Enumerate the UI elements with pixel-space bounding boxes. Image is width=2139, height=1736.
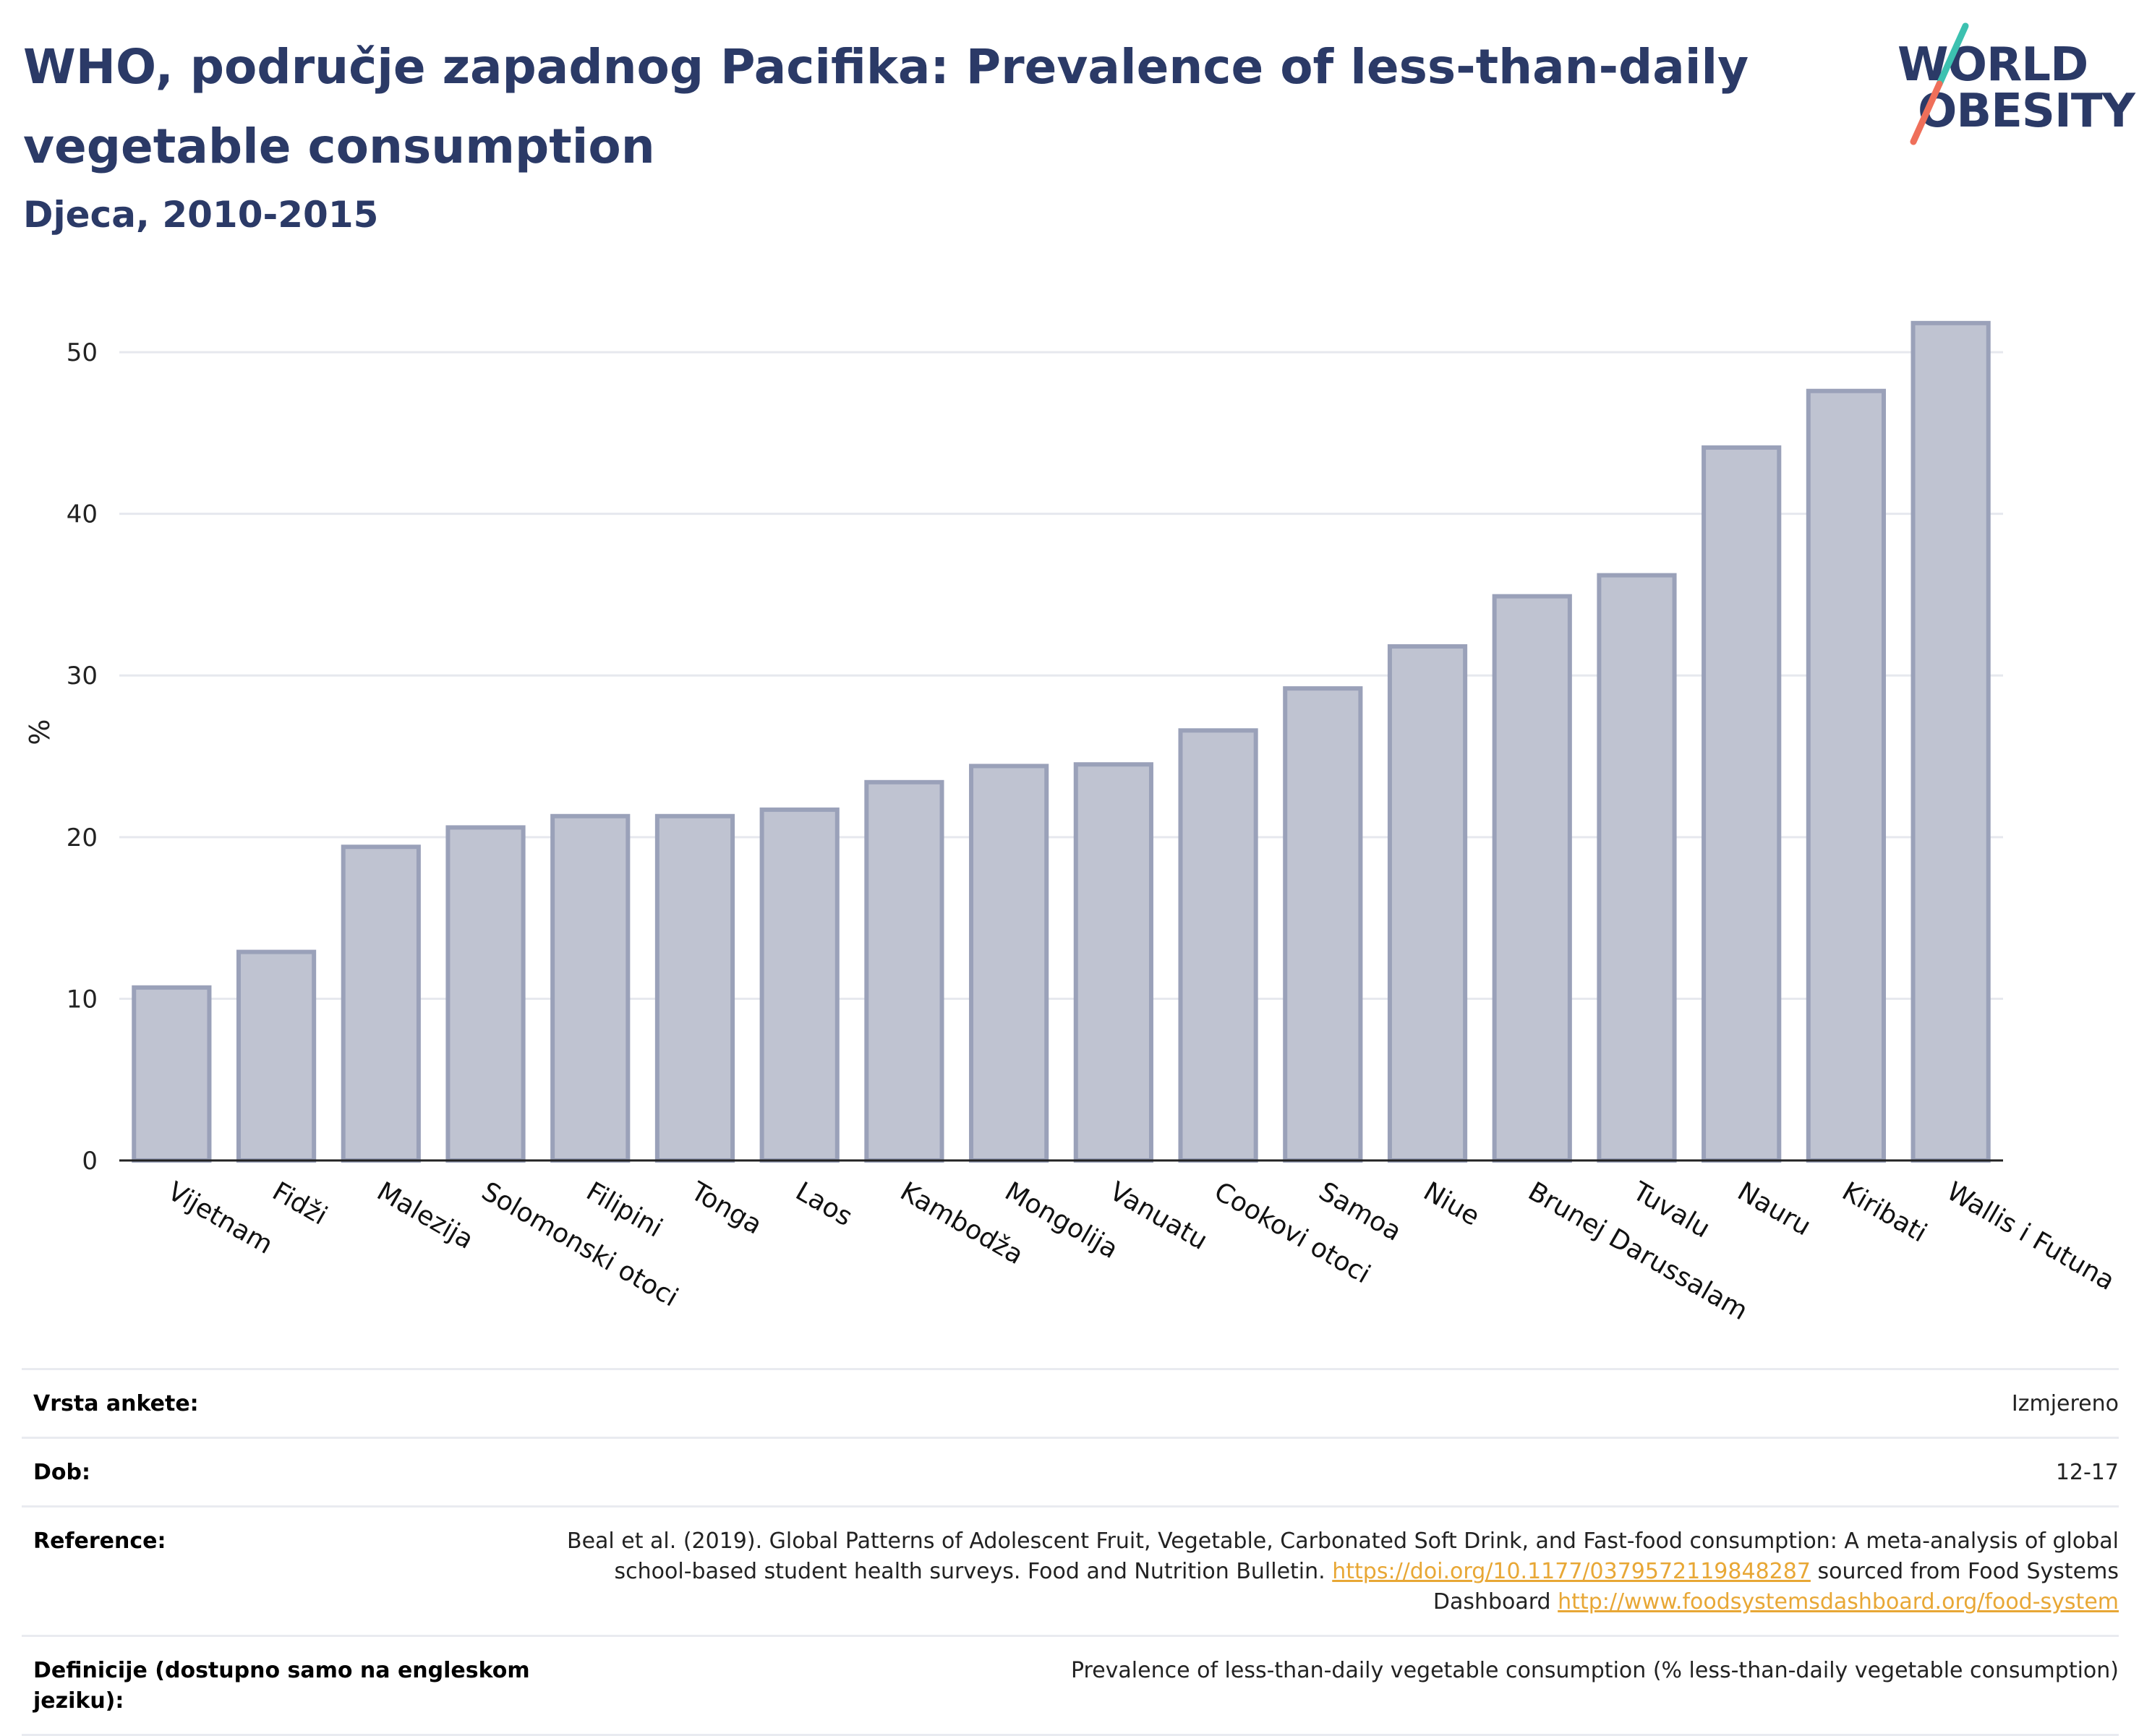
y-tick-label: 0 — [82, 1147, 98, 1176]
bar-malezija[interactable] — [341, 845, 421, 1163]
logo-slash-icon — [1910, 22, 1969, 145]
meta-row-survey-type: Vrsta ankete: Izmjereno — [22, 1368, 2119, 1437]
meta-value: Beal et al. (2019). Global Patterns of A… — [554, 1526, 2119, 1617]
x-tick-label: Niue — [1419, 1176, 1485, 1231]
x-tick-label: Malezija — [372, 1176, 478, 1255]
meta-row-reference: Reference: Beal et al. (2019). Global Pa… — [22, 1505, 2119, 1635]
meta-key: Vrsta ankete: — [33, 1391, 199, 1416]
bar-kambodža[interactable] — [864, 779, 944, 1163]
bar-brunej-darussalam[interactable] — [1492, 594, 1572, 1163]
bar-kiribati[interactable] — [1806, 388, 1887, 1163]
x-tick-label: Laos — [790, 1176, 857, 1232]
reference-text: Beal et al. (2019). Global Patterns of A… — [566, 1528, 2119, 1584]
meta-row-definition: Definicije (dostupno samo na engleskom j… — [22, 1635, 2119, 1736]
bar-cookovi-otoci[interactable] — [1178, 728, 1258, 1163]
y-tick-label: 40 — [67, 500, 98, 529]
bar-tuvalu[interactable] — [1597, 573, 1677, 1163]
bar-filipini[interactable] — [550, 813, 631, 1163]
y-tick-label: 10 — [67, 985, 98, 1014]
bar-wallis-i-futuna[interactable] — [1910, 320, 1991, 1163]
x-tick-label: Vijetnam — [163, 1176, 278, 1260]
doi-link[interactable]: https://doi.org/10.1177/0379572119848287 — [1332, 1559, 1811, 1584]
x-tick-label: Tuvalu — [1627, 1176, 1715, 1244]
x-tick-label: Wallis i Futuna — [1942, 1176, 2119, 1296]
y-tick-label: 20 — [67, 824, 98, 852]
bar-nauru[interactable] — [1702, 445, 1782, 1163]
bar-tonga[interactable] — [654, 813, 735, 1163]
x-tick-label: Kiribati — [1837, 1176, 1931, 1248]
bars — [132, 320, 1991, 1163]
bar-laos[interactable] — [759, 807, 840, 1163]
food-systems-link[interactable]: http://www.foodsystemsdashboard.org/food… — [1558, 1589, 2119, 1615]
logo-line-2: OBESITY — [1918, 85, 2135, 138]
chart-subtitle: Djeca, 2010-2015 — [23, 194, 379, 236]
bar-niue[interactable] — [1387, 644, 1468, 1163]
y-tick-label: 30 — [67, 662, 98, 690]
x-tick-label: Tonga — [686, 1176, 767, 1241]
bar-mongolija[interactable] — [969, 764, 1049, 1163]
x-tick-label: Filipini — [581, 1176, 667, 1243]
y-tick-label: 50 — [67, 338, 98, 367]
chart-title: WHO, područje zapadnog Pacifika: Prevale… — [23, 39, 1749, 174]
bar-solomonski-otoci[interactable] — [445, 825, 526, 1163]
x-tick-label: Solomonski otoci — [477, 1176, 683, 1312]
bar-vijetnam[interactable] — [132, 985, 212, 1163]
meta-value: Prevalence of less-than-daily vegetable … — [1070, 1658, 2119, 1683]
x-tick-label: Vanuatu — [1104, 1176, 1212, 1256]
reference-source-text: sourced from Food Systems Dashboard — [1433, 1559, 2119, 1615]
bar-vanuatu[interactable] — [1073, 762, 1153, 1163]
world-obesity-logo[interactable]: WORLD OBESITY — [1880, 22, 2135, 152]
bar-fidži[interactable] — [236, 949, 317, 1163]
meta-row-age: Dob: 12-17 — [22, 1437, 2119, 1505]
meta-key: Dob: — [33, 1460, 90, 1485]
x-tick-label: Fidži — [268, 1176, 333, 1231]
bar-samoa[interactable] — [1283, 686, 1363, 1163]
meta-key: Reference: — [33, 1528, 166, 1554]
gridlines — [119, 351, 2003, 1000]
metadata-table: Vrsta ankete: Izmjereno Dob: 12-17 Refer… — [22, 1368, 2119, 1736]
logo-line-1: WORLD — [1897, 38, 2088, 92]
x-tick-label: Nauru — [1733, 1176, 1816, 1241]
y-axis-label: % — [24, 719, 56, 745]
meta-key: Definicije (dostupno samo na engleskom j… — [33, 1658, 530, 1714]
meta-value: 12-17 — [2055, 1460, 2119, 1485]
meta-value: Izmjereno — [2011, 1391, 2119, 1416]
